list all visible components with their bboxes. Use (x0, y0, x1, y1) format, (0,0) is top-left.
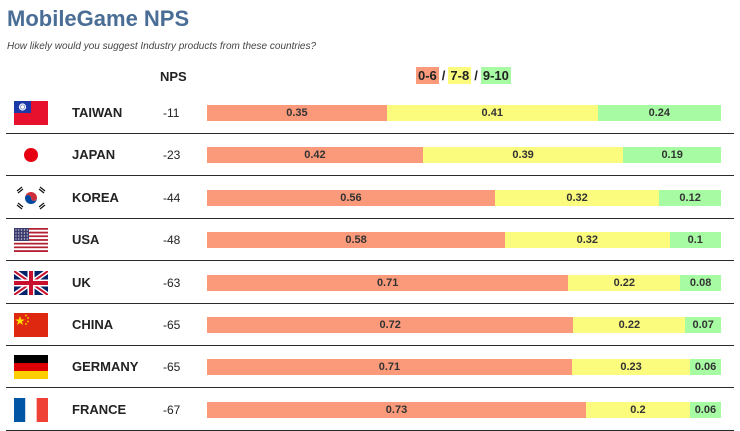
stacked-bar: 0.35 0.41 0.24 (207, 105, 721, 121)
bar-segment-detractors: 0.72 (207, 317, 574, 333)
stacked-bar: 0.71 0.22 0.08 (207, 274, 721, 291)
table-row: FRANCE -67 0.73 0.2 0.06 (0, 389, 740, 431)
country-label: CHINA (72, 317, 114, 332)
country-label: KOREA (72, 189, 119, 205)
nps-value: -44 (163, 190, 181, 205)
bar-segment-detractors: 0.42 (207, 147, 423, 164)
nps-value: -67 (163, 402, 181, 417)
legend: 0-6/7-8/9-10 (416, 67, 511, 84)
bar-segment-passives: 0.32 (494, 189, 660, 206)
bar-segment-detractors: 0.35 (207, 105, 387, 121)
uk-flag-icon (14, 270, 48, 295)
bar-segment-promoters: 0.19 (623, 147, 721, 164)
bar-segment-passives: 0.22 (573, 317, 686, 333)
row-divider (6, 260, 734, 262)
bar-segment-passives: 0.32 (505, 232, 670, 249)
stacked-bar: 0.73 0.2 0.06 (207, 401, 721, 418)
chart-title: MobileGame NPS (7, 6, 190, 31)
country-label: FRANCE (72, 401, 127, 417)
legend-passives: 7-8 (448, 67, 472, 84)
legend-detractors: 0-6 (416, 67, 439, 84)
bar-segment-passives: 0.39 (422, 147, 624, 164)
row-divider (6, 217, 734, 219)
bar-segment-promoters: 0.12 (659, 189, 721, 206)
usa-flag-icon (14, 228, 48, 253)
legend-separator: / (474, 68, 478, 83)
table-row: GERMANY -65 0.71 0.23 0.06 (0, 346, 740, 389)
bar-segment-detractors: 0.56 (207, 189, 495, 206)
nps-value: -65 (163, 360, 181, 375)
korea-flag-icon (14, 185, 48, 210)
taiwan-flag-icon (14, 101, 48, 125)
stacked-bar: 0.58 0.32 0.1 (207, 232, 721, 249)
country-label: GERMANY (72, 359, 139, 375)
bar-segment-promoters: 0.07 (685, 317, 721, 333)
chart-subtitle: How likely would you suggest Industry pr… (7, 41, 317, 52)
legend-separator: / (441, 68, 446, 83)
bar-segment-detractors: 0.58 (207, 232, 506, 249)
japan-flag-icon (14, 143, 48, 168)
country-label: UK (72, 274, 91, 290)
bar-segment-passives: 0.41 (386, 105, 598, 121)
nps-value: -23 (163, 148, 181, 163)
row-divider (6, 387, 734, 389)
france-flag-icon (14, 397, 48, 422)
row-divider (6, 175, 734, 177)
table-row: CHINA -65 0.72 0.22 0.07 (0, 304, 740, 346)
bar-segment-promoters: 0.06 (690, 359, 721, 376)
stacked-bar: 0.42 0.39 0.19 (207, 147, 721, 164)
bar-segment-detractors: 0.71 (207, 274, 569, 291)
table-row: KOREA -44 0.56 0.32 0.12 (0, 177, 740, 219)
bar-segment-promoters: 0.08 (680, 274, 721, 291)
bar-segment-promoters: 0.24 (597, 105, 721, 121)
table-row: TAIWAN -11 0.35 0.41 0.24 (0, 92, 740, 134)
stacked-bar: 0.56 0.32 0.12 (207, 189, 721, 206)
legend-promoters: 9-10 (480, 67, 511, 84)
table-row: UK -63 0.71 0.22 0.08 (0, 262, 740, 304)
bar-segment-passives: 0.23 (571, 359, 691, 376)
table-row: JAPAN -23 0.42 0.39 0.19 (0, 134, 740, 177)
row-divider (6, 345, 734, 346)
stacked-bar: 0.71 0.23 0.06 (207, 359, 721, 376)
nps-column-header: NPS (160, 69, 187, 84)
china-flag-icon (14, 313, 48, 337)
bar-segment-promoters: 0.1 (669, 232, 721, 249)
bar-segment-promoters: 0.06 (689, 401, 721, 418)
stacked-bar: 0.72 0.22 0.07 (207, 317, 721, 333)
bar-segment-detractors: 0.73 (207, 401, 586, 418)
nps-value: -11 (163, 106, 180, 120)
bar-segment-detractors: 0.71 (207, 359, 572, 376)
bar-segment-passives: 0.2 (586, 401, 690, 418)
nps-value: -63 (163, 275, 181, 290)
country-label: USA (72, 232, 100, 248)
table-row: USA -48 0.58 0.32 0.1 (0, 219, 740, 262)
country-label: JAPAN (72, 147, 116, 163)
country-label: TAIWAN (72, 105, 123, 120)
nps-value: -48 (163, 233, 181, 248)
germany-flag-icon (14, 355, 48, 380)
nps-value: -65 (163, 318, 181, 332)
row-divider (6, 302, 734, 304)
row-divider (6, 133, 734, 134)
bar-segment-passives: 0.22 (568, 274, 681, 291)
